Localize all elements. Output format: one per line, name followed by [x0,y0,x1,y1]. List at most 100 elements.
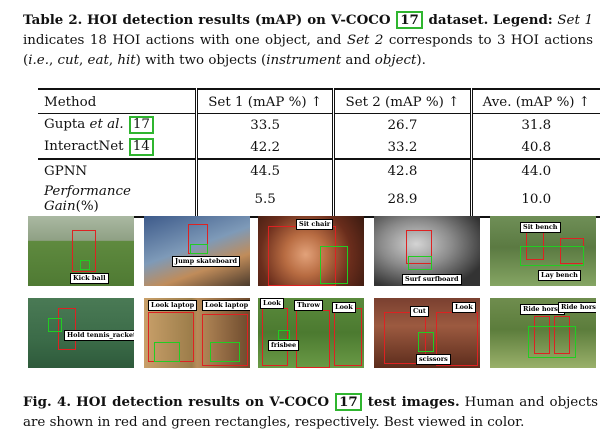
header-set1: Set 1 (mAP %) ↑ [194,88,334,114]
human-box [554,316,570,354]
caption-text: i.e. [28,53,49,68]
figure-label: Fig. 4. [23,394,72,410]
set2-value: 28.9 [332,182,472,218]
ave-value: 31.8 [469,113,600,136]
hoi-label: Surf surfboard [402,274,462,285]
method-name: Performance Gain [44,184,131,214]
set2-term: Set 2 [346,33,384,48]
header-ave: Ave. (mAP %) ↑ [469,88,600,114]
method-etal: et al. [89,117,124,132]
hoi-label: Look [452,302,476,313]
caption-term: hit [117,53,136,68]
hoi-label: Look laptop [148,300,198,311]
citation-link-14[interactable]: 14 [128,138,154,156]
hoi-label: Hold tennis_racket [64,330,134,341]
citation-link-17[interactable]: 17 [335,393,362,411]
table-row: Gupta et al. 17 33.5 26.7 31.8 [38,113,600,137]
set2-value: 33.2 [332,136,472,159]
table-row: Performance Gain(%) 5.5 28.9 10.0 [38,182,600,218]
method-cell: Gupta et al. 17 [38,114,197,137]
method-name: InteractNet [44,139,124,154]
example-image-bench: Sit bench Lay bench [490,216,596,286]
object-box [80,260,90,270]
figure-title-end: test images. [367,394,460,410]
caption-term: object [374,53,417,68]
caption-text: , [48,53,54,68]
results-table: Method Set 1 (mAP %) ↑ Set 2 (mAP %) ↑ A… [38,88,600,218]
example-image-scissors: Cut Look scissors [374,298,480,368]
set1-value: 42.2 [194,136,334,159]
example-image-sit-chair: Sit chair [258,216,364,286]
hoi-label: Look [332,302,356,313]
hoi-label: frisbee [268,340,300,351]
human-box [58,308,76,350]
method-name: Gupta [44,117,86,132]
example-image-tennis: Hold tennis_racket [28,298,134,368]
caption-text: and [345,53,371,68]
object-box [418,332,434,352]
example-image-surf: Surf surfboard [374,216,480,286]
figure-title: HOI detection results on V-COCO [76,394,330,410]
hoi-label: Lay bench [538,270,581,281]
object-box [408,256,432,270]
header-set2: Set 2 (mAP %) ↑ [332,88,472,114]
example-image-frisbee: Look Throw Look frisbee [258,298,364,368]
example-image-kick-ball: Kick ball [28,216,134,286]
caption-text: , [79,53,84,68]
example-image-horse: Ride horse Ride horse [490,298,596,368]
set2-value: 42.8 [332,158,472,182]
set1-value: 33.5 [194,113,334,136]
ave-value: 10.0 [469,182,600,218]
table-row: InteractNet 14 42.2 33.2 40.8 [38,136,600,159]
citation-link-17[interactable]: 17 [128,116,154,134]
example-image-skateboard: Jump skateboard [144,216,250,286]
table-label: Table 2. [23,12,83,28]
caption-text: ). [416,53,426,68]
legend-label: Legend: [492,12,553,28]
object-box [154,342,180,362]
hoi-label: Sit bench [520,222,561,233]
caption-term: cut [57,53,80,68]
caption-text: , [108,53,114,68]
human-box [534,316,550,354]
set2-value: 26.7 [332,113,472,136]
hoi-label: Sit chair [296,219,334,230]
hoi-label: Cut [410,306,429,317]
method-cell: InteractNet 14 [38,136,197,159]
method-unit: (%) [75,199,99,214]
object-box [48,318,62,332]
hoi-results-figure: Kick ball Jump skateboard Sit chair Surf… [28,216,598,374]
hoi-label: Jump skateboard [172,256,241,267]
citation-link-17[interactable]: 17 [396,11,423,29]
table-title-end: dataset. [428,12,489,28]
method-name: GPNN [38,158,197,182]
header-method: Method [38,88,197,114]
hoi-label: scissors [416,354,451,365]
caption-text: ) with two objects ( [135,53,267,68]
set1-value: 5.5 [194,182,334,218]
hoi-label: Ride horse [558,302,596,313]
caption-term: eat [87,53,109,68]
object-box [210,342,240,362]
table-caption: Table 2. HOI detection results (mAP) on … [23,10,593,71]
caption-text: corresponds to 3 HOI actions ( [23,33,593,68]
human-box [406,230,432,264]
method-cell: Performance Gain(%) [38,182,197,218]
hoi-label: Look laptop [202,300,250,311]
object-box [278,330,290,340]
ave-value: 44.0 [469,158,600,182]
figure-caption-text: Human and objects are shown in red and g… [23,395,598,430]
human-box [72,230,96,272]
set1-term: Set 1 [557,13,593,28]
object-box [320,246,348,284]
caption-term: instrument [266,53,342,68]
human-box [334,308,362,366]
set1-value: 44.5 [194,158,334,182]
object-box [528,326,576,358]
hoi-label: Kick ball [70,273,109,284]
figure-caption: Fig. 4. HOI detection results on V-COCO … [23,392,598,433]
object-box [520,246,584,266]
example-image-laptop: Look laptop Look laptop [144,298,250,368]
table-title: HOI detection results (mAP) on V-COCO [86,12,391,28]
ave-value: 40.8 [469,136,600,159]
